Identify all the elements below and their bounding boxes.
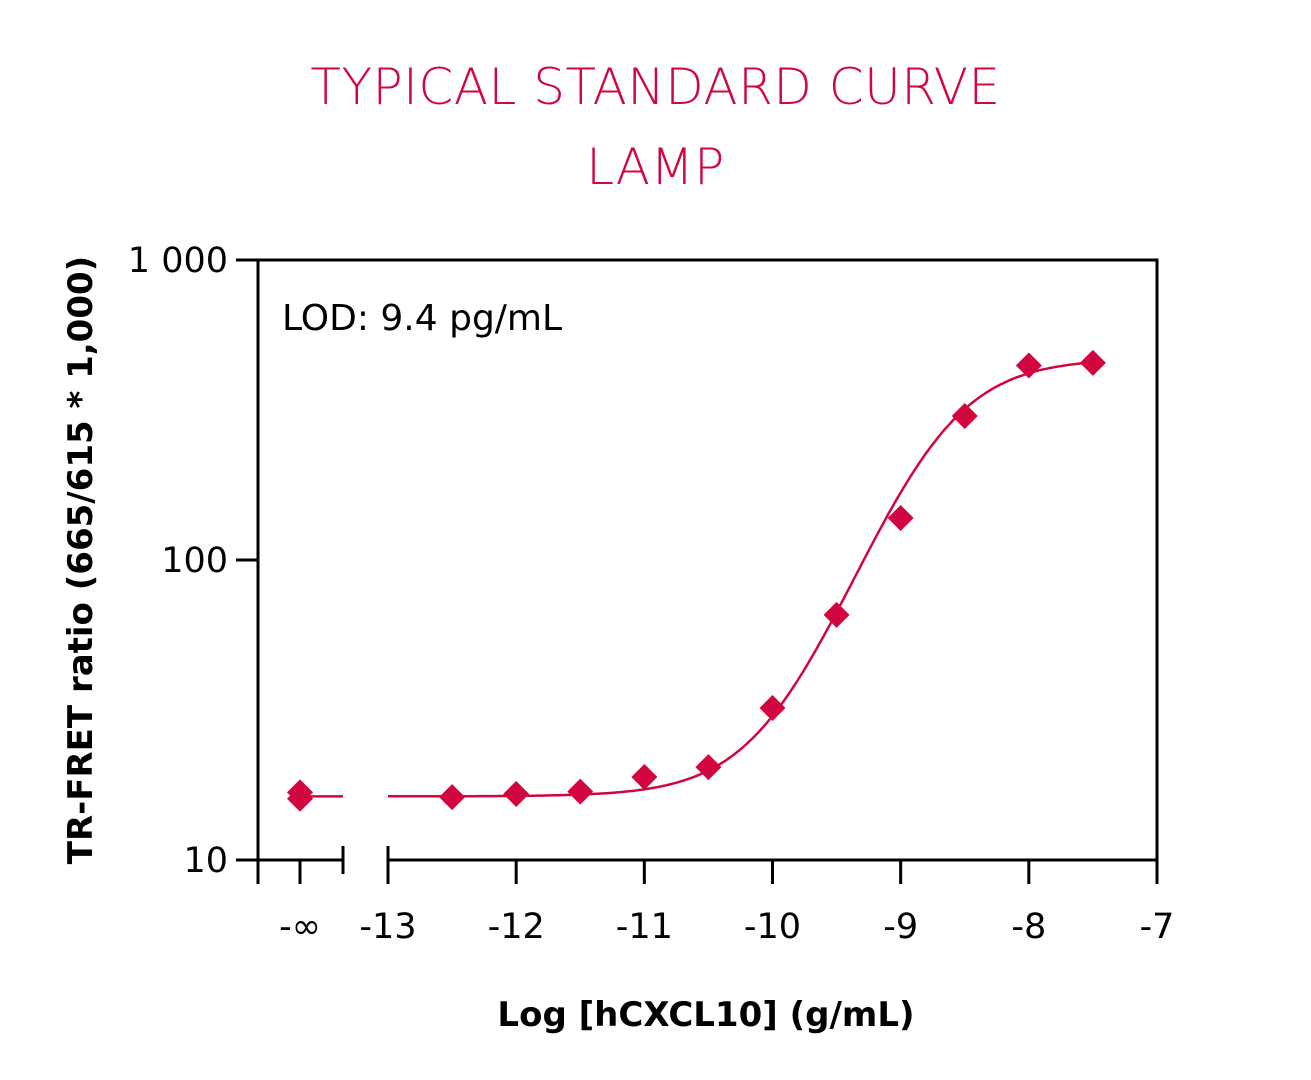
x-tick-label: -11 <box>616 907 673 947</box>
x-tick-label: -13 <box>359 907 416 947</box>
x-tick-label: -8 <box>1011 907 1046 947</box>
data-point <box>567 778 594 805</box>
data-point <box>1079 349 1106 376</box>
data-point <box>503 780 530 807</box>
x-tick-label: -7 <box>1140 907 1175 947</box>
y-tick-label: 1 000 <box>128 241 228 281</box>
x-tick-label: -9 <box>883 907 918 947</box>
x-tick-label-neg-inf: -∞ <box>279 907 321 947</box>
data-point <box>695 754 722 781</box>
chart-title: TYPICAL STANDARD CURVE <box>310 58 1001 116</box>
data-point <box>887 505 914 532</box>
fit-curve <box>388 360 1099 798</box>
lod-annotation: LOD: 9.4 pg/mL <box>282 298 562 339</box>
data-point <box>1015 352 1042 379</box>
x-axis-label: Log [hCXCL10] (g/mL) <box>497 995 914 1035</box>
y-axis-label: TR-FRET ratio (665/615 * 1,000) <box>61 256 101 864</box>
data-point <box>823 601 850 628</box>
data-point <box>439 784 466 811</box>
y-tick-label: 100 <box>161 541 228 581</box>
data-point <box>759 695 786 722</box>
data-point-neg-inf <box>287 779 313 806</box>
x-tick-label: -10 <box>744 907 801 947</box>
data-point <box>631 764 658 791</box>
y-tick-label: 10 <box>183 841 228 881</box>
x-tick-label: -12 <box>488 907 545 947</box>
chart-subtitle: LAMP <box>586 138 725 196</box>
data-point <box>951 402 978 429</box>
